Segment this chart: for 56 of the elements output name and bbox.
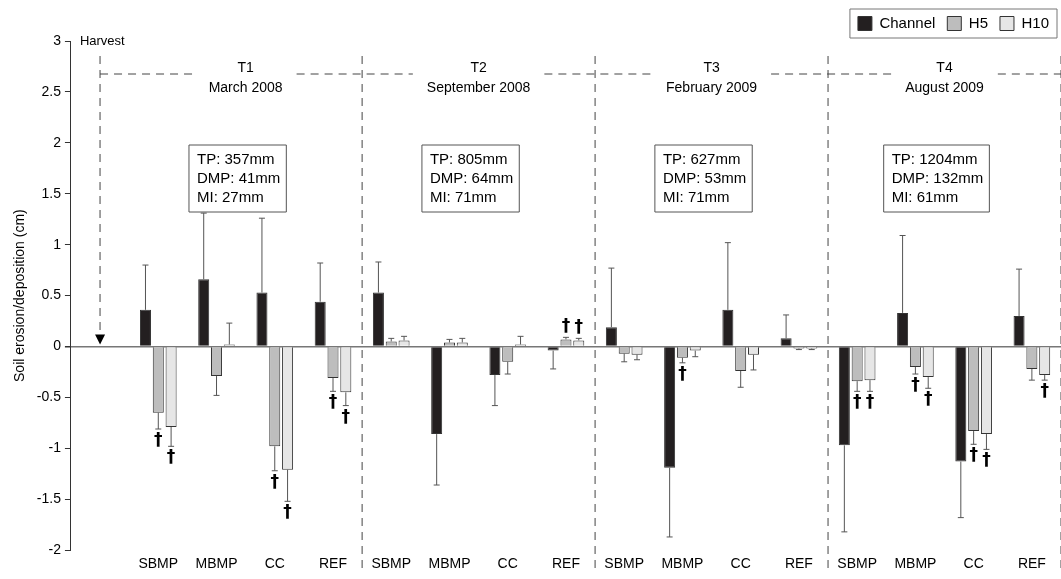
data-label: † [923,388,933,409]
x-tick-label: CC [730,555,751,572]
legend-label: Channel [879,13,936,31]
annotation: TP: 1204mm DMP: 132mm MI: 61mm [891,150,984,206]
y-tick-label: -1.5 [36,490,62,507]
annotation: TP: 357mm DMP: 41mm MI: 27mm [196,150,281,206]
y-tick-label: -1 [48,439,62,456]
annotation: TP: 627mm DMP: 53mm MI: 71mm [662,150,747,206]
data-label: † [969,444,978,465]
data-label: † [166,446,176,467]
data-label: † [852,391,862,412]
annotation: T3 February 2009 [666,58,758,95]
y-tick-label: 1 [53,235,62,252]
annotation: T2 September 2008 [426,58,531,95]
x-tick-label: REF [551,555,580,572]
y-tick-label: -0.5 [36,388,62,405]
data-label: † [561,315,571,336]
x-tick-label: MBMP [894,555,937,572]
annotation: T4 August 2009 [905,58,985,95]
x-tick-label: SBMP [371,555,412,572]
data-label: † [574,316,584,337]
y-tick-label: 1.5 [41,184,62,201]
x-tick-label: REF [1017,555,1046,572]
annotation: TP: 805mm DMP: 64mm MI: 71mm [429,150,514,206]
y-tick-label: 3 [53,31,62,48]
x-tick-label: SBMP [138,555,179,572]
x-tick-label: MBMP [428,555,471,572]
x-tick-label: REF [319,555,347,572]
annotation: Harvest [79,32,126,48]
data-label: † [154,428,163,449]
legend-label: H10 [1021,13,1050,31]
x-tick-label: MBMP [195,555,238,572]
y-tick-label: -2 [48,541,62,558]
data-label: † [911,373,920,394]
x-tick-label: CC [963,555,984,572]
y-tick-label: 0.5 [41,286,62,303]
data-label: † [678,362,687,383]
x-tick-label: REF [784,555,813,572]
x-tick-label: SBMP [604,555,645,572]
data-label: † [341,405,351,426]
data-label: † [982,449,991,470]
data-label: † [1040,380,1049,401]
x-tick-label: MBMP [661,555,704,572]
x-tick-label: CC [497,555,518,572]
x-tick-label: CC [264,555,285,572]
y-tick-label: 0 [53,337,62,354]
y-tick-label: 2 [53,133,62,150]
y-tick-label: 2.5 [41,82,62,99]
y-axis-title: Soil erosion/deposition (cm) [11,209,28,382]
legend-label: H5 [968,13,988,31]
data-label: † [283,501,292,522]
data-label: † [270,470,280,491]
data-label: † [865,391,875,412]
annotation: T1 March 2008 [208,58,283,95]
data-label: † [328,391,338,412]
x-tick-label: SBMP [837,555,877,572]
